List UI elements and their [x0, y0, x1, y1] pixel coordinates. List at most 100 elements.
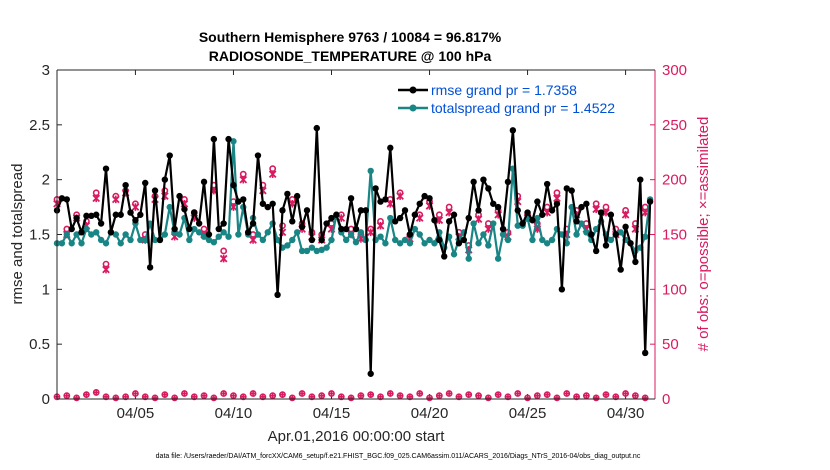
series-point-rmse [68, 225, 75, 233]
series-point-rmse [392, 218, 399, 225]
obs-assimilated-marker [474, 215, 483, 223]
series-point-rmse [543, 180, 551, 188]
series-point-rmse [313, 124, 320, 132]
series-point-totalspread [264, 229, 271, 236]
series-point-rmse [627, 240, 634, 247]
series-point-rmse [254, 152, 262, 159]
series-point-rmse [641, 349, 649, 357]
series-point-totalspread [431, 240, 438, 247]
right-y-tick-label: 100 [662, 281, 687, 298]
series-point-totalspread [490, 220, 497, 227]
obs-assimilated-marker [366, 228, 375, 237]
series-point-totalspread [401, 236, 409, 244]
series-point-totalspread [200, 233, 208, 240]
series-point-rmse [357, 207, 365, 214]
series-point-totalspread [387, 214, 394, 222]
series-point-rmse [112, 211, 120, 218]
series-point-totalspread [406, 240, 414, 247]
series-point-rmse [264, 203, 271, 211]
legend-rmse-label: rmse grand pr = 1.7358 [431, 82, 577, 98]
obs-assimilated-marker [376, 221, 385, 230]
series-point-rmse [411, 211, 419, 218]
series-point-totalspread [83, 225, 90, 233]
series-point-rmse [382, 196, 389, 203]
series-point-totalspread [303, 247, 311, 255]
series-point-rmse [83, 212, 90, 220]
series-point-rmse [342, 225, 350, 233]
series-point-totalspread [392, 236, 399, 244]
right-y-tick-label: 250 [662, 117, 687, 134]
left-y-tick-label: 2 [42, 172, 50, 189]
series-point-rmse [102, 165, 110, 172]
series-point-rmse [362, 207, 370, 214]
series-point-rmse [578, 203, 585, 211]
series-point-rmse [338, 225, 345, 233]
obs-assimilated-marker [219, 254, 228, 263]
series-point-rmse [480, 176, 487, 183]
series-point-rmse [293, 192, 301, 200]
series-point-totalspread [514, 222, 521, 229]
series-point-totalspread [534, 214, 541, 222]
series-point-totalspread [529, 236, 536, 244]
series-point-totalspread [504, 236, 512, 244]
series-point-totalspread [215, 233, 222, 240]
series-point-totalspread [573, 231, 580, 238]
series-point-totalspread [274, 236, 281, 244]
series-point-totalspread [475, 240, 482, 247]
series-point-totalspread [578, 220, 585, 227]
obs-assimilated-marker [621, 210, 630, 219]
series-point-rmse [514, 207, 521, 214]
series-point-rmse [122, 181, 129, 189]
series-point-rmse [191, 209, 198, 216]
obs-assimilated-marker [396, 192, 404, 200]
series-point-rmse [416, 200, 423, 207]
series-point-rmse [377, 198, 384, 205]
series-point-rmse [597, 209, 605, 216]
series-point-totalspread [323, 244, 330, 251]
series-point-totalspread [161, 231, 169, 238]
right-y-tick-label: 0 [662, 391, 670, 408]
series-point-rmse [622, 223, 629, 231]
series-point-totalspread [543, 240, 551, 247]
series-point-rmse [519, 220, 526, 227]
series-point-totalspread [58, 240, 66, 247]
series-layer [53, 124, 654, 377]
series-point-rmse [509, 127, 517, 134]
series-point-totalspread [220, 229, 227, 236]
series-point-totalspread [583, 229, 590, 236]
series-point-totalspread [548, 236, 556, 244]
series-point-rmse [97, 220, 105, 227]
x-tick-label: 04/05 [117, 405, 155, 422]
series-point-totalspread [127, 236, 134, 244]
series-point-totalspread [166, 203, 173, 211]
series-point-rmse [401, 207, 409, 214]
series-point-rmse [524, 209, 531, 216]
series-point-totalspread [122, 231, 129, 238]
series-point-totalspread [421, 240, 428, 247]
series-point-rmse [186, 225, 193, 233]
series-point-rmse [132, 217, 139, 224]
series-point-rmse [490, 200, 497, 207]
series-point-totalspread [293, 229, 301, 236]
series-point-totalspread [357, 229, 365, 236]
x-axis-label: Apr.01,2016 00:00:00 start [268, 428, 446, 445]
series-point-totalspread [186, 236, 193, 244]
series-point-totalspread [97, 236, 105, 244]
obs-possible-marker [220, 247, 228, 255]
series-point-rmse [445, 218, 453, 225]
series-point-rmse [73, 214, 80, 222]
series-point-totalspread [73, 231, 80, 238]
series-point-rmse [450, 211, 458, 218]
obs-assimilated-marker [111, 195, 120, 204]
x-tick-label: 04/25 [509, 405, 547, 422]
obs-assimilated-marker [92, 194, 101, 203]
series-point-totalspread [142, 236, 149, 244]
obs-assimilated-marker [268, 170, 277, 179]
series-point-rmse [499, 225, 507, 233]
series-point-totalspread [382, 240, 389, 247]
series-point-rmse [612, 231, 619, 238]
series-point-rmse [558, 286, 566, 293]
series-point-totalspread [176, 231, 183, 238]
series-point-rmse [441, 253, 448, 260]
